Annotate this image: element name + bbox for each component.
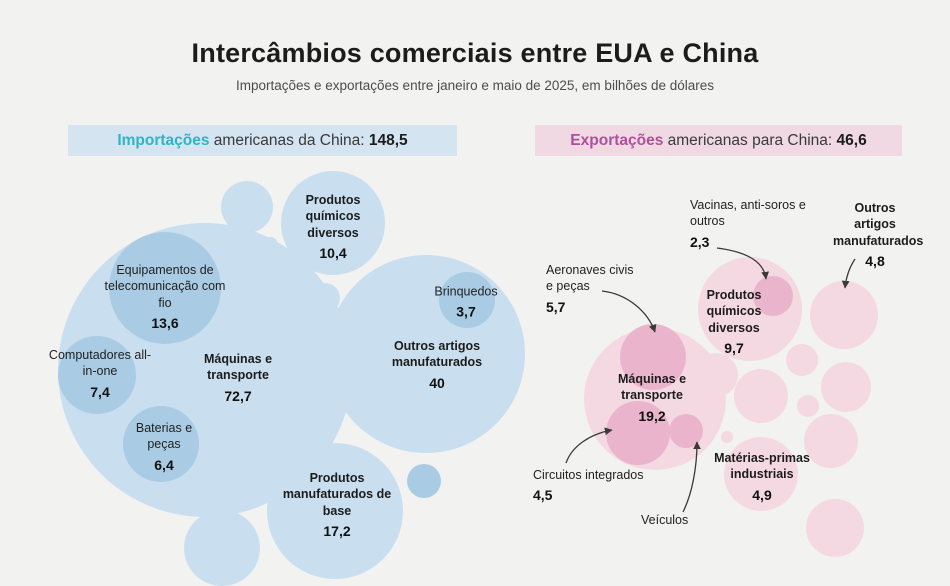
bubble-imports-produtos-quimicos [281, 171, 385, 275]
bubble-imports-computadores [58, 336, 136, 414]
label-imports-produtos-quimicos: Produtos químicos diversos 10,4 [305, 193, 361, 261]
bubble-imports-unlabeled-5 [407, 464, 441, 498]
exports-header-badge: Exportações americanas para China: 46,6 [535, 125, 902, 156]
bubble-imports-unlabeled-3 [310, 283, 340, 313]
exports-badge-text: americanas para China: [663, 132, 833, 149]
label-imports-baterias: Baterias e peças 6,4 [135, 421, 193, 473]
bubble-imports-equipamentos-telecom [109, 232, 221, 344]
bubble-exports-unlabeled-2 [786, 344, 818, 376]
label-imports-outros-artigos: Outros artigos manufaturados 40 [391, 339, 483, 391]
bubble-exports-vacinas [753, 276, 793, 316]
label-exports-circuitos: Circuitos integrados 4,5 [533, 468, 644, 504]
bubble-exports-unlabeled-3 [734, 369, 788, 423]
bubble-imports-unlabeled-4 [184, 510, 260, 586]
imports-badge-text: americanas da China: [209, 132, 365, 149]
bubble-exports-aeronaves [620, 324, 686, 390]
label-exports-maquinas: Máquinas e transporte 19,2 [617, 372, 687, 424]
bubble-imports-brinquedos [439, 272, 495, 328]
page-subtitle: Importações e exportações entre janeiro … [235, 78, 715, 93]
label-exports-aeronaves: Aeronaves civis e peças 5,7 [546, 263, 634, 315]
exports-badge-value: 46,6 [832, 132, 867, 149]
label-exports-materias: Matérias-primas industriais 4,9 [714, 451, 810, 503]
bubble-imports-unlabeled-1 [221, 181, 273, 233]
bubble-exports-unlabeled-1 [694, 353, 738, 397]
bubble-imports-baterias [123, 406, 199, 482]
bubble-exports-circuitos [606, 401, 670, 465]
bubble-exports-unlabeled-7 [721, 431, 733, 443]
bubble-exports-unlabeled-6 [804, 414, 858, 468]
page-title: Intercâmbios comerciais entre EUA e Chin… [191, 38, 759, 68]
imports-badge-highlight: Importações [117, 132, 210, 149]
imports-header-badge: Importações americanas da China: 148,5 [68, 125, 457, 156]
bubble-exports-unlabeled-4 [821, 362, 871, 412]
label-imports-equipamentos: Equipamentos de telecomunicação com fio … [104, 263, 226, 331]
label-exports-outros-artigos: Outros artigos manufaturados 4,8 [833, 201, 924, 269]
label-exports-produtos-quimicos: Produtos químicos diversos 9,7 [706, 288, 762, 356]
bubble-exports-unlabeled-5 [797, 395, 819, 417]
label-imports-produtos-base: Produtos manufaturados de base 17,2 [282, 471, 392, 539]
bubble-exports-materias-primas [724, 437, 798, 511]
label-exports-veiculos: Veículos [641, 513, 689, 527]
imports-badge-value: 148,5 [364, 132, 408, 149]
exports-badge-highlight: Exportações [570, 132, 664, 149]
label-imports-maquinas: Máquinas e transporte 72,7 [203, 352, 273, 404]
label-exports-vacinas: Vacinas, anti-soros e outros 2,3 [690, 198, 806, 250]
bubble-imports-unlabeled-2 [262, 237, 278, 253]
label-imports-computadores: Computadores all-in-one 7,4 [48, 348, 152, 400]
label-imports-brinquedos: Brinquedos 3,7 [434, 284, 498, 320]
bubble-exports-outros-artigos [810, 281, 878, 349]
bubble-exports-unlabeled-8 [806, 499, 864, 557]
